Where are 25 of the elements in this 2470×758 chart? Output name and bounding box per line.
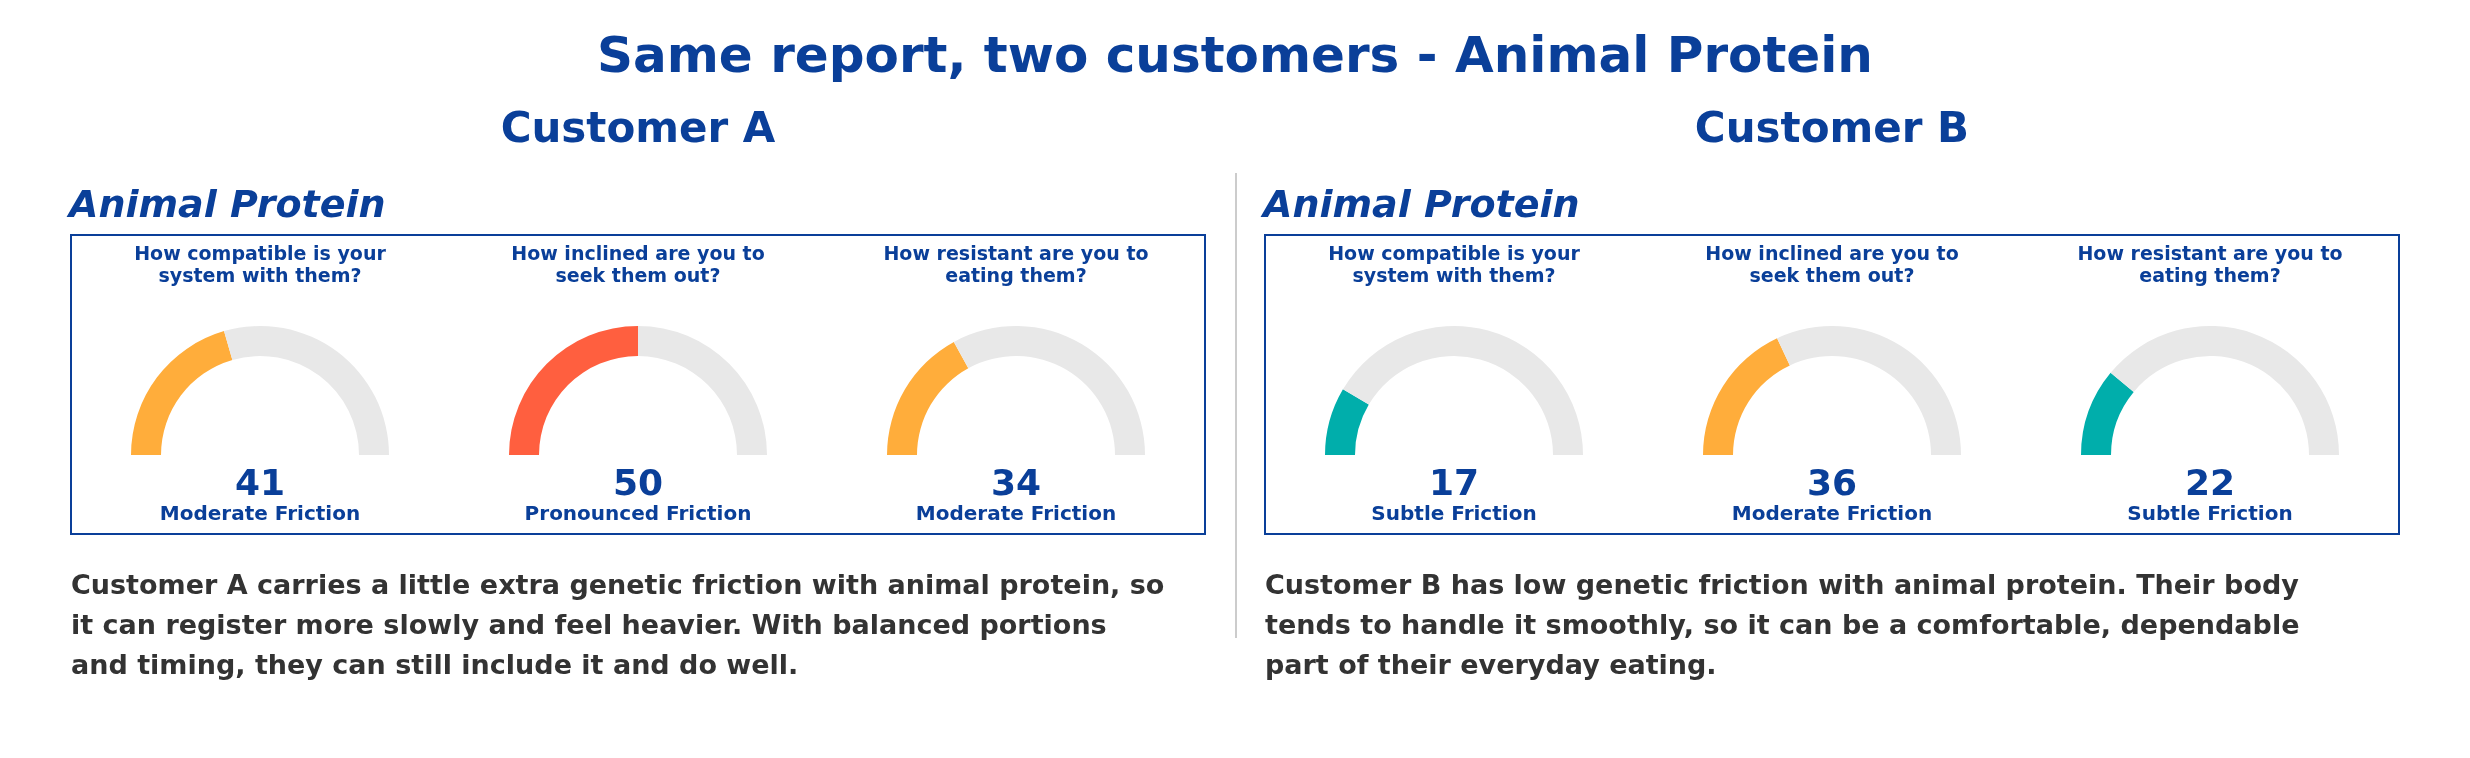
text: Animal Protein (66, 182, 386, 226)
text: 17 (1428, 462, 1480, 503)
chart-title: How resistant are you to eating them? (883, 242, 1149, 286)
text: Subtle Friction (1371, 501, 1537, 525)
text: 36 (1806, 462, 1858, 503)
text: 50 (612, 462, 664, 503)
text: Same report, two customers - Animal Protein (597, 26, 1873, 84)
text: Customer A (500, 103, 776, 152)
text: Moderate Friction (1731, 501, 1933, 525)
text: Moderate Friction (915, 501, 1117, 525)
chart-title: How inclined are you to seek them out? (511, 242, 765, 286)
chart-title: How inclined are you to seek them out? (1705, 242, 1959, 286)
text: Animal Protein (1260, 182, 1580, 226)
chart-title: How resistant are you to eating them? (2077, 242, 2343, 286)
text: Customer A carries a little extra genetic friction with animal protein, so it can register more slowly and feel heavier. With balanced portions and timing, they can still include it and do well. (71, 569, 1165, 680)
text: Customer B (1694, 103, 1970, 152)
text: Customer B has low genetic friction with animal protein. Their body tends to handle it smoothly, so it can be a comfortable, dependable part of their everyday eating. (1265, 569, 2300, 680)
text: 41 (234, 462, 286, 503)
text: Pronounced Friction (524, 501, 752, 525)
chart-title: How compatible is your system with them? (1328, 242, 1581, 286)
chart-title: How compatible is your system with them? (134, 242, 387, 286)
text: 22 (2184, 462, 2236, 503)
text: Subtle Friction (2127, 501, 2293, 525)
text: Moderate Friction (159, 501, 361, 525)
text: 34 (990, 462, 1042, 503)
